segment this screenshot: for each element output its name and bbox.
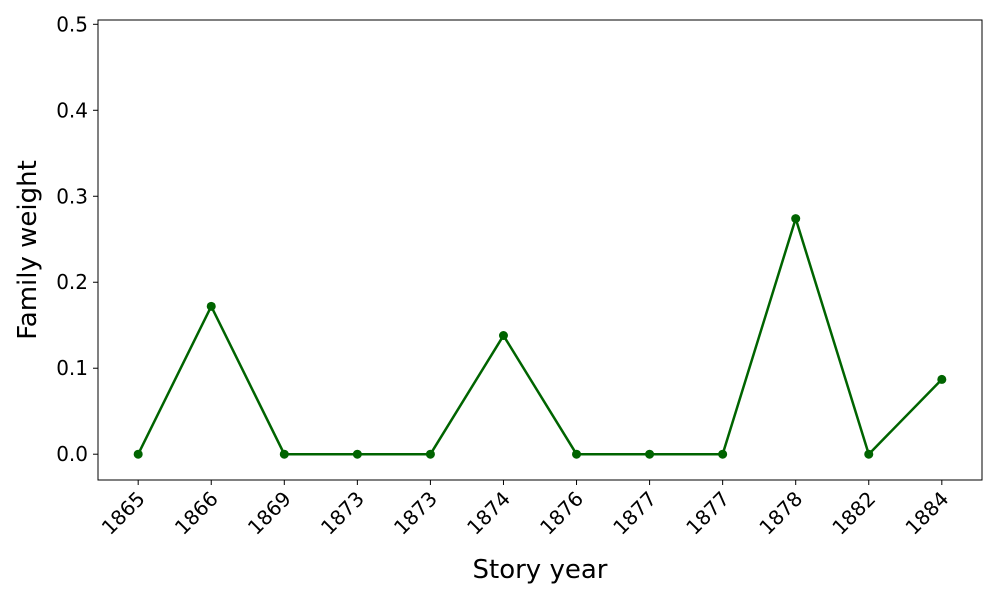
y-tick-label: 0.1 [56, 356, 88, 380]
data-point [572, 449, 582, 459]
x-tick-label: 1884 [900, 487, 953, 540]
x-tick-label: 1874 [462, 487, 515, 540]
x-tick-label: 1878 [754, 487, 807, 540]
data-line [137, 214, 943, 457]
data-point [937, 374, 947, 384]
data-point [864, 449, 874, 459]
y-axis-label: Family weight [13, 160, 43, 340]
x-tick-label: 1876 [535, 487, 588, 540]
data-point [718, 449, 728, 459]
y-tick-label: 0.0 [56, 442, 88, 466]
x-tick-label: 1873 [316, 487, 369, 540]
data-point [279, 449, 289, 459]
data-point [352, 449, 362, 459]
data-point [645, 449, 655, 459]
y-tick-label: 0.2 [56, 270, 88, 294]
x-tick-label: 1882 [827, 487, 880, 540]
x-tick-label: 1877 [608, 487, 661, 540]
data-point [425, 449, 435, 459]
data-point [791, 214, 801, 224]
plot-frame [97, 19, 983, 481]
y-tick-label: 0.4 [56, 98, 88, 122]
x-axis-label: Story year [473, 555, 608, 585]
data-point [133, 449, 143, 459]
data-point [206, 301, 216, 311]
y-tick-label: 0.3 [56, 184, 88, 208]
x-tick-label: 1866 [170, 487, 223, 540]
x-tick-label: 1869 [243, 487, 296, 540]
x-tick-label: 1877 [681, 487, 734, 540]
y-tick-label: 0.5 [56, 12, 88, 36]
x-tick-label: 1873 [389, 487, 442, 540]
x-tick-label: 1865 [97, 487, 150, 540]
data-point [498, 331, 508, 341]
